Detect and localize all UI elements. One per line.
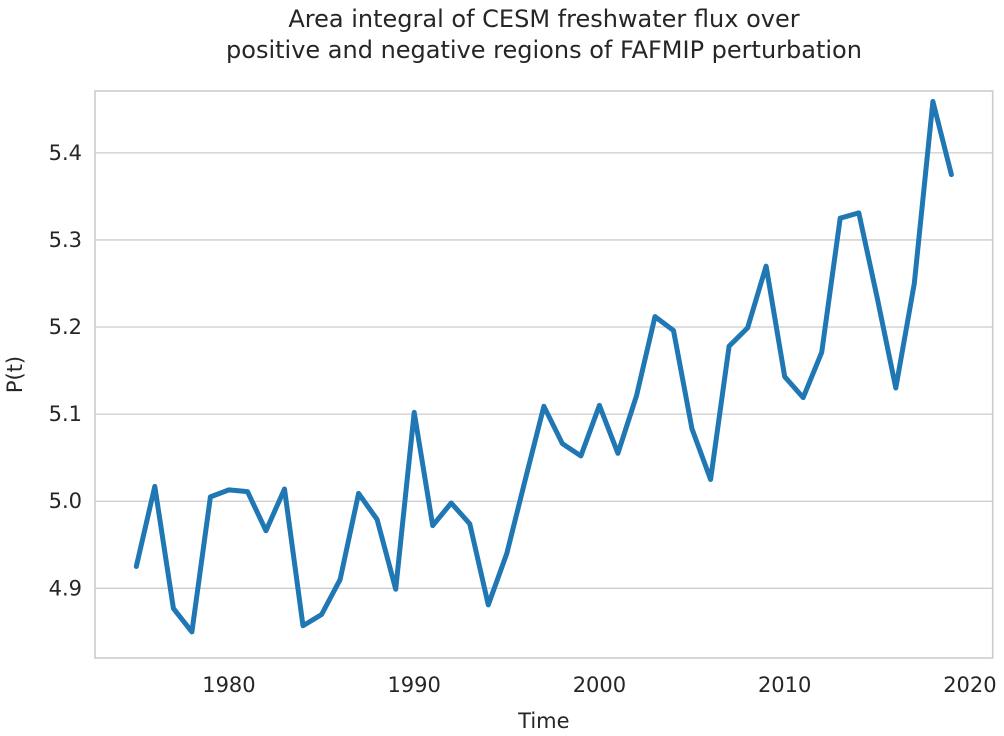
x-tick-2020: 2020 — [943, 673, 996, 697]
x-axis-label: Time — [517, 709, 569, 733]
x-tick-2010: 2010 — [758, 673, 811, 697]
tick-labels: 1980 1990 2000 2010 2020 4.9 5.0 5.1 5.2 5.3 5.4 — [49, 141, 997, 697]
y-axis-label: P(t) — [3, 356, 27, 393]
series-layer — [133, 99, 954, 635]
x-tick-1980: 1980 — [202, 673, 255, 697]
x-tick-2000: 2000 — [573, 673, 626, 697]
plot-frame — [94, 90, 994, 659]
y-tick-5.2: 5.2 — [49, 315, 82, 339]
y-tick-5.1: 5.1 — [49, 402, 82, 426]
chart-title-line2: positive and negative regions of FAFMIP … — [226, 36, 862, 64]
y-tick-5.4: 5.4 — [49, 141, 82, 165]
axes-frame — [94, 90, 994, 659]
axis-labels: Time P(t) — [3, 356, 570, 733]
chart-title: Area integral of CESM freshwater flux ov… — [95, 4, 993, 66]
y-tick-5.3: 5.3 — [49, 228, 82, 252]
x-tick-1990: 1990 — [387, 673, 440, 697]
y-tick-5.0: 5.0 — [49, 489, 82, 513]
chart-title-line1: Area integral of CESM freshwater flux ov… — [288, 5, 800, 33]
data-line-P(t) — [133, 99, 954, 635]
y-tick-4.9: 4.9 — [49, 576, 82, 600]
